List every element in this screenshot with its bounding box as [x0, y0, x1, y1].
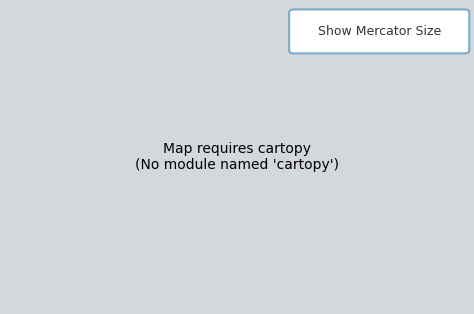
- Text: Show Mercator Size: Show Mercator Size: [318, 25, 441, 38]
- Text: Map requires cartopy
(No module named 'cartopy'): Map requires cartopy (No module named 'c…: [135, 142, 339, 172]
